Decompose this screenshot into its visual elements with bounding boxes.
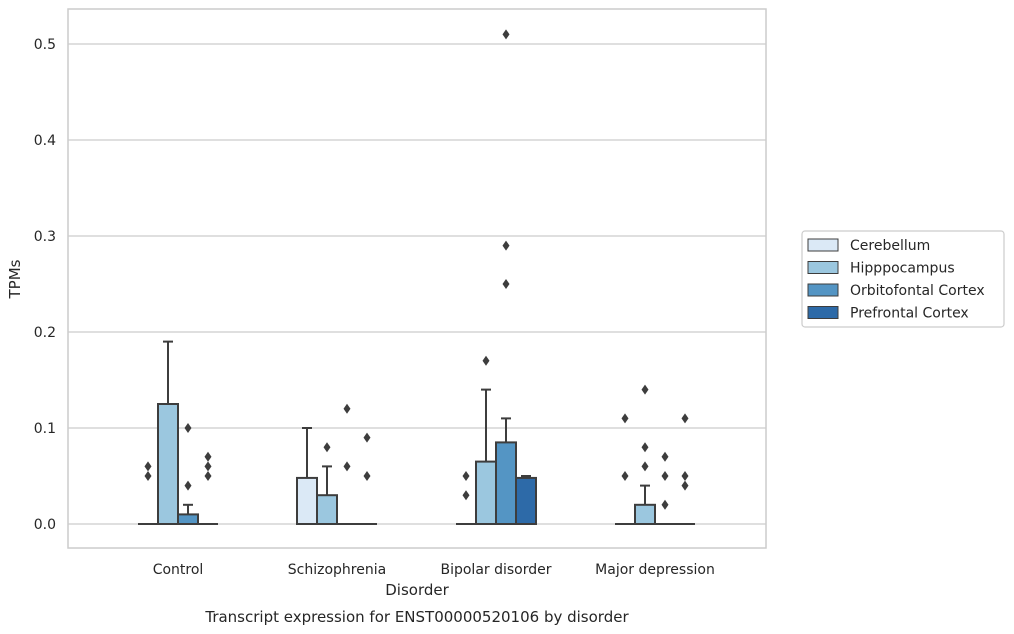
legend-entry-label: Prefrontal Cortex: [850, 306, 969, 322]
y-tick-label: 0.0: [34, 517, 56, 533]
outlier-point: [621, 413, 629, 424]
box-element: [495, 29, 517, 525]
box-element: [634, 384, 656, 525]
outlier-point: [681, 471, 689, 481]
x-tick-label: Major depression: [595, 562, 715, 578]
outlier-point: [661, 451, 669, 462]
legend-entry-label: Cerebellum: [850, 238, 930, 254]
outlier-point: [462, 471, 470, 481]
box-element: [316, 442, 338, 526]
x-tick-label: Control: [153, 562, 204, 578]
outlier-point: [502, 29, 510, 40]
outlier-point: [681, 413, 689, 424]
outlier-point: [343, 461, 351, 472]
outlier-point: [641, 461, 649, 472]
legend-entry-label: Hipppocampus: [850, 261, 955, 277]
box-rect: [475, 460, 497, 526]
x-tick-label: Bipolar disorder: [440, 562, 551, 578]
outlier-point: [204, 471, 212, 481]
outlier-point: [204, 461, 212, 472]
outlier-point: [661, 471, 669, 481]
outlier-point: [184, 423, 192, 433]
box-element: [515, 475, 537, 526]
box-plot-marks: [138, 29, 695, 526]
axes: 0.0 0.1 0.2 0.3 0.4 0.5 Control Schizophrenia Bi…: [34, 8, 767, 578]
box-rect: [316, 494, 338, 526]
legend-frame: [801, 230, 1005, 328]
outlier-point: [641, 442, 649, 453]
outlier-point: [184, 480, 192, 491]
outlier-point: [641, 384, 649, 395]
box-element: [198, 451, 218, 525]
outlier-point: [363, 471, 371, 481]
outlier-point: [681, 480, 689, 491]
y-tick-label: 0.3: [34, 229, 56, 245]
x-axis-label: Disorder: [385, 581, 449, 599]
y-tick-label: 0.1: [34, 421, 56, 437]
legend-swatch: [807, 261, 839, 274]
box-element: [675, 413, 695, 525]
box-element: [357, 432, 377, 525]
box-element: [138, 461, 158, 525]
outlier-point: [144, 471, 152, 481]
legend-swatch: [807, 283, 839, 297]
outlier-point: [343, 403, 351, 414]
box-element: [157, 340, 179, 525]
box-rect: [296, 476, 318, 526]
y-tick-label: 0.4: [34, 133, 56, 149]
box-element: [296, 427, 318, 526]
chart-caption: Transcript expression for ENST0000052010…: [204, 608, 629, 626]
outlier-point: [363, 432, 371, 443]
legend-swatch: [807, 238, 839, 252]
box-rect: [177, 513, 199, 526]
box-element: [615, 413, 635, 525]
outlier-point: [482, 355, 490, 366]
box-element: [456, 471, 476, 525]
y-tick-label: 0.2: [34, 325, 56, 341]
box-rect: [495, 441, 517, 525]
legend-entry-label: Orbitofontal Cortex: [850, 283, 985, 299]
box-rect: [157, 403, 179, 525]
outlier-point: [462, 490, 470, 501]
legend: Cerebellum Hipppocampus Orbitofontal Corte…: [801, 230, 1005, 328]
box-rect: [634, 503, 656, 525]
outlier-point: [502, 279, 510, 289]
legend-swatch: [807, 306, 839, 319]
box-element: [337, 403, 357, 525]
y-axis-label: TPMs: [6, 259, 24, 299]
outlier-point: [204, 451, 212, 462]
box-rect: [515, 476, 537, 526]
y-tick-label: 0.5: [34, 37, 56, 53]
box-element: [177, 423, 199, 526]
outlier-point: [661, 499, 669, 510]
outlier-point: [502, 240, 510, 251]
x-tick-label: Schizophrenia: [288, 562, 386, 578]
outlier-point: [323, 442, 331, 453]
outlier-point: [621, 471, 629, 481]
plot-frame: [67, 8, 767, 549]
outlier-point: [144, 461, 152, 472]
box-element: [475, 355, 497, 526]
box-element: [655, 451, 675, 525]
